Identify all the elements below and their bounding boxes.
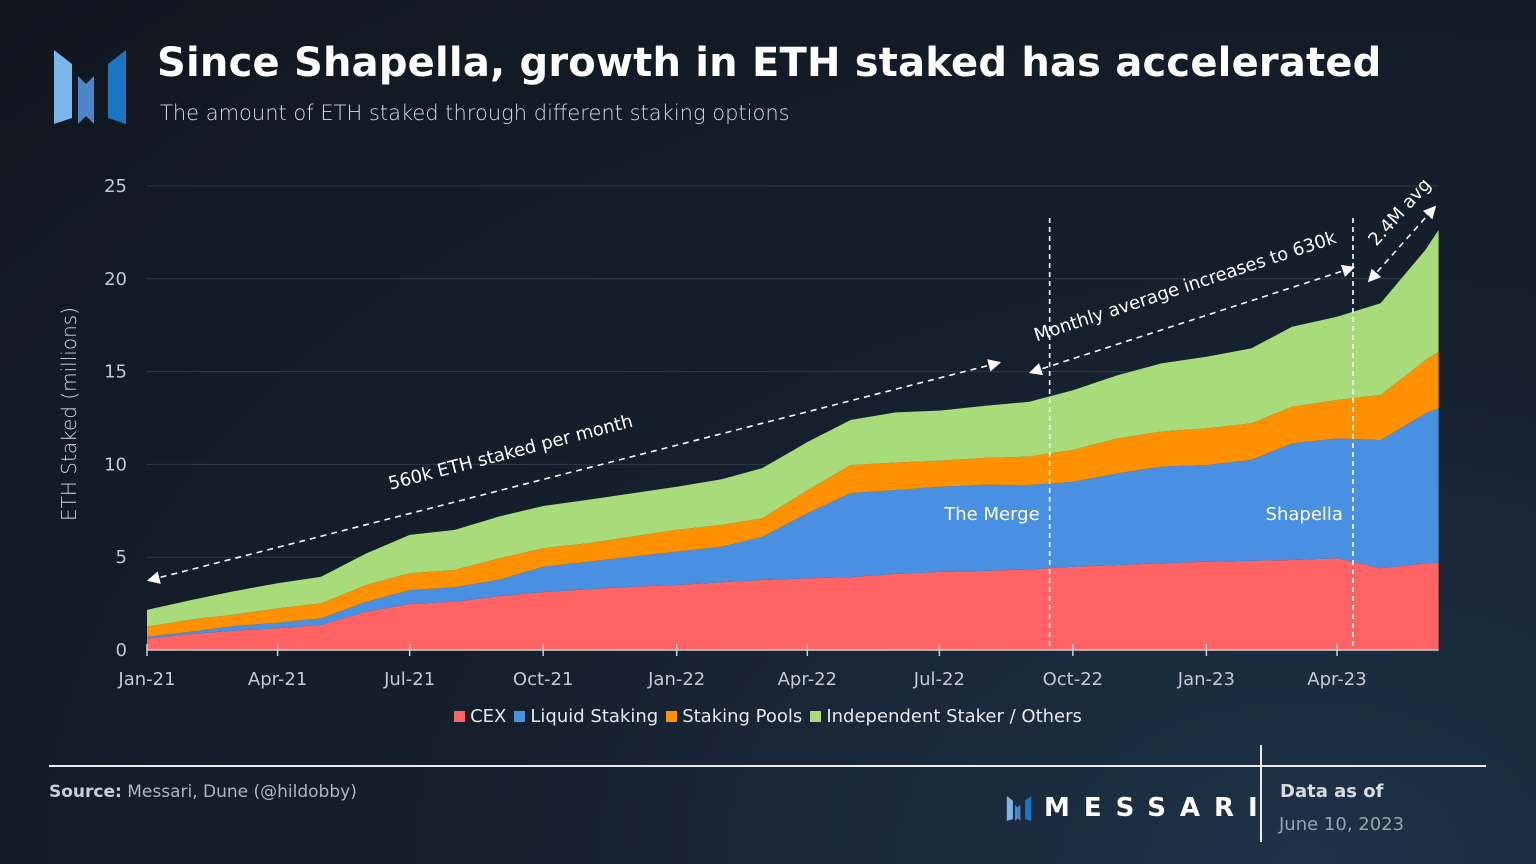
axes: 0 5 10 15 20 25 Jan-21 Apr-21 Jul-21 Oct-21 Jan-22… <box>104 176 1439 690</box>
page-subtitle: The amount of ETH staked through differe… <box>160 101 790 125</box>
x-tick-label: Jan-23 <box>1177 669 1235 690</box>
x-tick-label: Apr-22 <box>778 669 837 690</box>
source-note: Source: Messari, Dune (@hildobby) <box>49 782 357 802</box>
legend-swatch <box>454 711 466 722</box>
area-cex <box>147 558 1439 650</box>
y-tick-label: 0 <box>116 640 127 661</box>
legend-label: CEX <box>470 706 507 727</box>
y-tick-label: 15 <box>104 362 127 383</box>
footer-divider <box>49 765 1486 767</box>
source-text: Messari, Dune (@hildobby) <box>127 782 357 802</box>
y-tick-label: 5 <box>116 547 127 568</box>
annotation-arrow <box>146 359 1002 584</box>
messari-logo-icon <box>54 50 126 124</box>
data-as-of-label: Data as of <box>1280 781 1384 802</box>
annotation-label: 560k ETH staked per month <box>386 411 635 495</box>
legend-label: Liquid Staking <box>530 706 659 727</box>
event-label: Shapella <box>1266 504 1343 525</box>
x-tick-label: Oct-21 <box>513 669 574 690</box>
x-tick-label: Oct-22 <box>1043 669 1104 690</box>
legend-item: Liquid Staking <box>514 706 658 727</box>
x-tick-label: Apr-23 <box>1307 669 1366 690</box>
legend-label: Staking Pools <box>682 706 803 727</box>
y-tick-label: 25 <box>104 176 127 197</box>
brand-wordmark: MESSARI <box>1044 793 1272 823</box>
y-tick-label: 10 <box>104 454 127 475</box>
y-tick-label: 20 <box>104 269 127 290</box>
legend-swatch <box>810 711 822 722</box>
legend-item: Staking Pools <box>666 706 802 727</box>
annotation-arrow <box>1367 205 1437 283</box>
legend-item: CEX <box>454 706 506 727</box>
messari-logo-small-icon <box>1006 795 1032 821</box>
data-as-of-date: June 10, 2023 <box>1279 814 1405 835</box>
legend-swatch <box>514 711 526 722</box>
page-title: Since Shapella, growth in ETH staked has… <box>157 40 1382 86</box>
source-label: Source: <box>49 782 122 802</box>
footer-vertical-divider <box>1260 745 1262 842</box>
y-axis-label: ETH Staked (millions) <box>57 307 81 521</box>
x-tick-label: Apr-21 <box>248 669 307 690</box>
legend: CEX Liquid Staking Staking Pools Independen… <box>0 706 1536 727</box>
messari-brand: MESSARI <box>1006 793 1272 823</box>
x-tick-label: Jul-21 <box>383 669 435 690</box>
event-label: The Merge <box>943 504 1039 525</box>
legend-swatch <box>666 711 678 722</box>
legend-item: Independent Staker / Others <box>810 706 1082 727</box>
areas <box>147 230 1439 650</box>
x-tick-label: Jul-22 <box>913 669 965 690</box>
x-tick-label: Jan-22 <box>647 669 705 690</box>
legend-label: Independent Staker / Others <box>826 706 1082 727</box>
annotation-arrow <box>1028 264 1356 376</box>
x-tick-label: Jan-21 <box>117 669 175 690</box>
